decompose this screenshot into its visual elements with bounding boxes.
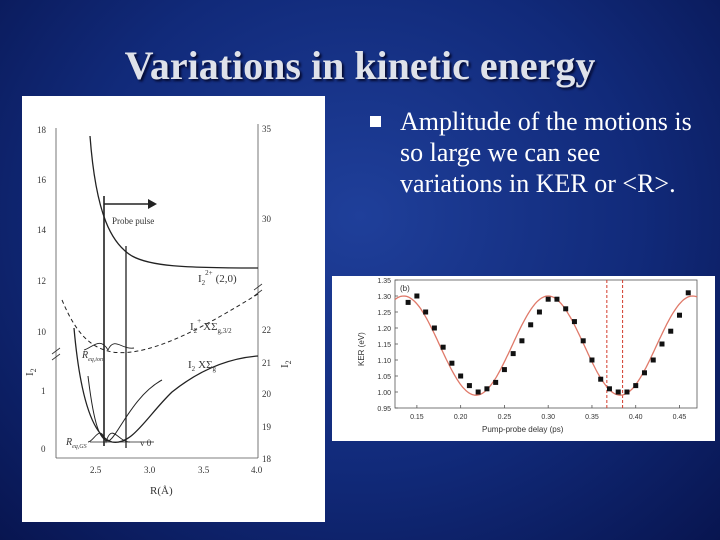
y-tick-label: 1.25 [377, 310, 391, 317]
data-point [641, 370, 647, 376]
data-point [536, 309, 542, 315]
panel-label: (b) [400, 284, 410, 293]
data-point [510, 351, 516, 357]
data-point [440, 344, 446, 350]
potential-curves-figure: 18 16 14 12 10 1 0 35 30 22 21 20 19 18 … [22, 96, 325, 522]
data-point [554, 296, 560, 302]
data-point [405, 299, 411, 305]
data-point [423, 309, 429, 315]
ker-chart: (b) KER (eV) Pump-probe delay (ps) 0.95 1… [332, 276, 715, 441]
x-tick: 4.0 [251, 465, 263, 475]
data-point [431, 325, 437, 331]
data-point [545, 296, 551, 302]
left-tick: 10 [37, 327, 47, 337]
y-tick-label: 1.00 [377, 390, 391, 397]
potential-curves-svg: 18 16 14 12 10 1 0 35 30 22 21 20 19 18 … [24, 124, 293, 497]
x-tick-label: 0.45 [673, 414, 687, 421]
y-tick-label: 1.10 [377, 358, 391, 365]
ground-state-potential-curve [73, 327, 259, 443]
ker-chart-svg: (b) KER (eV) Pump-probe delay (ps) 0.95 1… [357, 278, 698, 434]
left-tick: 12 [37, 276, 46, 286]
data-point [615, 389, 621, 395]
probe-pulse-label: Probe pulse [112, 216, 154, 226]
right-tick: 22 [262, 325, 271, 335]
v0-label: v 0 [140, 438, 152, 448]
data-point [676, 312, 682, 318]
y-tick-label: 1.05 [377, 374, 391, 381]
slide-title: Variations in kinetic energy [124, 43, 596, 88]
data-point [528, 322, 534, 328]
right-tick: 20 [262, 389, 272, 399]
left-axis-label: I2 [24, 368, 38, 376]
data-point [519, 338, 525, 344]
data-point [414, 293, 420, 299]
x-tick: 2.5 [90, 465, 102, 475]
x-tick-label: 0.35 [585, 414, 599, 421]
data-point [598, 376, 604, 382]
data-point [580, 338, 586, 344]
right-axis-label: I2 [279, 360, 293, 368]
ion-wavepacket [83, 342, 135, 352]
cation-potential-curve [61, 293, 259, 354]
data-point [458, 373, 464, 379]
x-tick-label: 0.25 [498, 414, 512, 421]
data-point [571, 319, 577, 325]
y-tick-label: 1.35 [377, 278, 391, 285]
data-point [633, 383, 639, 389]
left-tick: 1 [41, 386, 46, 396]
data-point [501, 367, 507, 373]
data-point [668, 328, 674, 334]
req-gs-label: Req,GS [65, 437, 87, 450]
y-axis-label: KER (eV) [357, 332, 366, 366]
req-ion-label: Req,ion [81, 350, 103, 363]
x-tick-label: 0.40 [629, 414, 643, 421]
ion-potential-curve [87, 375, 163, 442]
ground-state-label: I2 XΣg [188, 359, 217, 373]
right-tick: 30 [262, 214, 272, 224]
right-tick: 35 [262, 124, 272, 134]
y-tick-label: 1.20 [377, 326, 391, 333]
fit-curve [394, 295, 698, 396]
left-tick: 0 [41, 444, 46, 454]
right-tick: 19 [262, 422, 272, 432]
right-tick: 18 [262, 454, 272, 464]
data-point [589, 357, 595, 363]
x-tick: 3.0 [144, 465, 156, 475]
axis-break-mark [253, 283, 263, 297]
data-point [484, 386, 490, 392]
cation-state-label: I2+ XΣg,3/2 [190, 317, 232, 335]
probe-pulse-arrowhead [148, 199, 157, 209]
right-tick: 21 [262, 358, 271, 368]
data-point [650, 357, 656, 363]
data-point [449, 360, 455, 366]
y-tick-label: 1.15 [377, 342, 391, 349]
data-point [493, 379, 499, 385]
y-tick-label: 0.95 [377, 406, 391, 413]
data-point [475, 389, 481, 395]
left-tick: 16 [37, 175, 47, 185]
x-tick-label: 0.20 [454, 414, 468, 421]
data-point [606, 386, 612, 392]
data-point [685, 290, 691, 296]
data-point [659, 341, 665, 347]
x-tick: 3.5 [198, 465, 210, 475]
bullet-item: Amplitude of the motions is so large we … [370, 106, 700, 199]
data-point [624, 389, 630, 395]
left-tick: 14 [37, 225, 47, 235]
dication-state-label: I22+ (2,0) [198, 269, 237, 287]
data-point [563, 306, 569, 312]
dication-potential-curve [89, 135, 259, 269]
x-axis-label: Pump-probe delay (ps) [482, 425, 564, 434]
x-axis-label: R(Å) [150, 485, 173, 497]
square-bullet-icon [370, 116, 381, 127]
data-point [466, 383, 472, 389]
y-tick-label: 1.30 [377, 294, 391, 301]
axis-break-mark [51, 347, 61, 361]
x-tick-label: 0.30 [541, 414, 555, 421]
left-tick: 18 [37, 125, 47, 135]
x-tick-label: 0.15 [410, 414, 424, 421]
bullet-text: Amplitude of the motions is so large we … [400, 107, 692, 198]
